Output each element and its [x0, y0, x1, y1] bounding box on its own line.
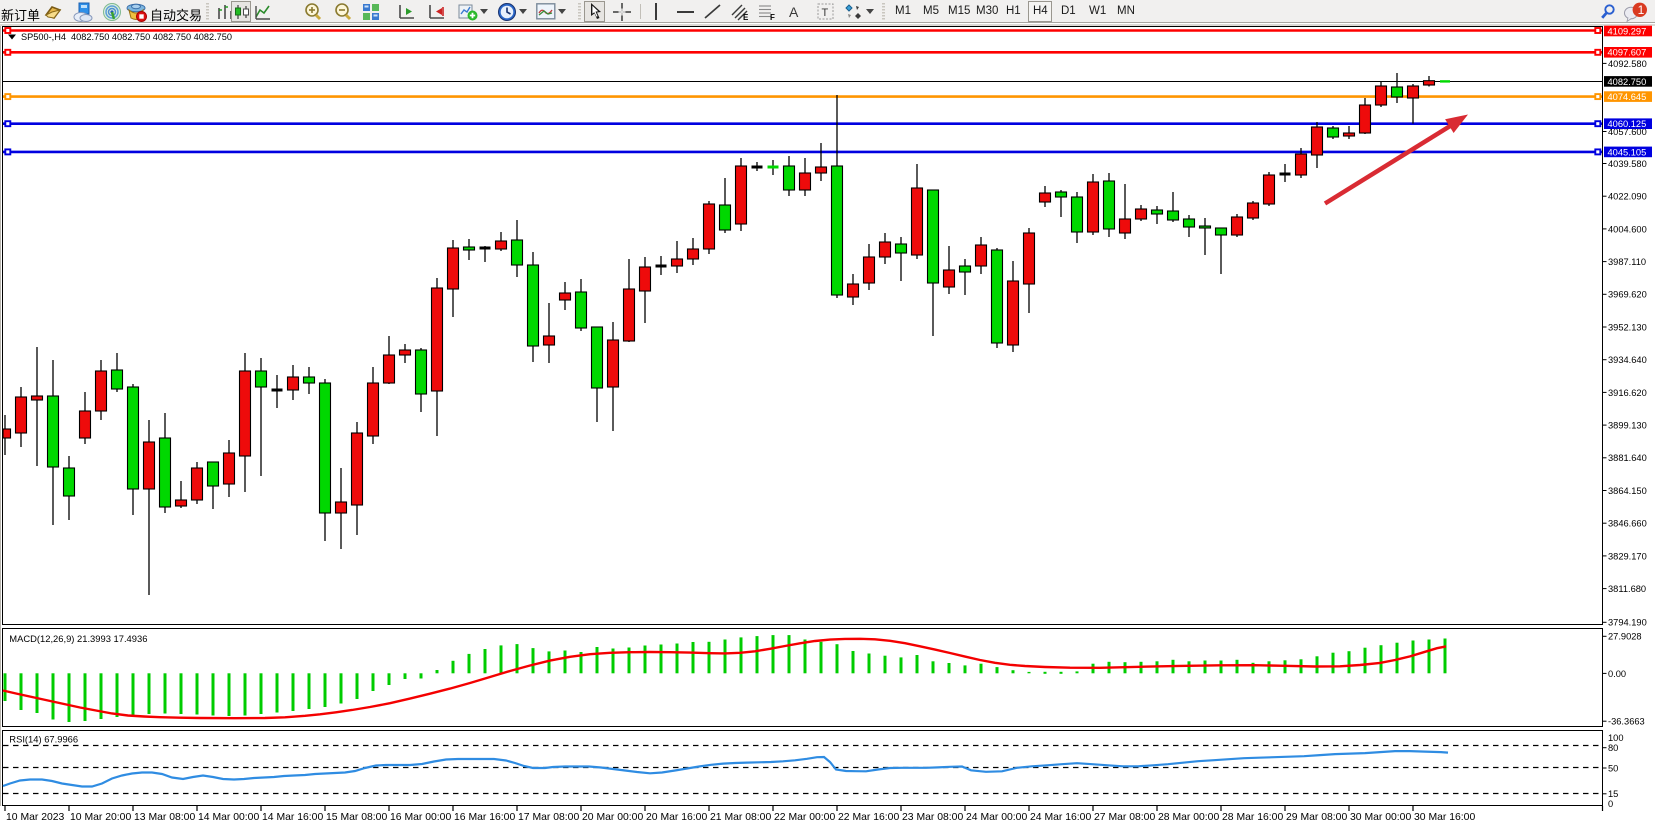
svg-text:27.9028: 27.9028: [1608, 632, 1642, 642]
svg-text:50: 50: [1608, 763, 1618, 773]
svg-text:3934.640: 3934.640: [1608, 355, 1647, 365]
svg-text:4097.607: 4097.607: [1608, 48, 1647, 58]
svg-text:10 Mar 20:00: 10 Mar 20:00: [70, 812, 131, 823]
svg-text:3829.170: 3829.170: [1608, 551, 1647, 561]
svg-text:24 Mar 00:00: 24 Mar 00:00: [966, 812, 1027, 823]
svg-text:4022.090: 4022.090: [1608, 192, 1647, 202]
svg-text:SP500-,H4 4082.750 4082.750 4: SP500-,H4 4082.750 4082.750 4082.750 408…: [21, 32, 232, 42]
svg-text:13 Mar 08:00: 13 Mar 08:00: [134, 812, 195, 823]
svg-text:16 Mar 00:00: 16 Mar 00:00: [390, 812, 451, 823]
svg-text:MACD(12,26,9) 21.3993 17.4936: MACD(12,26,9) 21.3993 17.4936: [9, 633, 147, 644]
svg-text:0.00: 0.00: [1608, 669, 1626, 679]
svg-text:-36.3663: -36.3663: [1608, 717, 1645, 727]
svg-text:T: T: [822, 7, 829, 19]
svg-text:22 Mar 16:00: 22 Mar 16:00: [838, 812, 899, 823]
svg-text:4092.580: 4092.580: [1608, 59, 1647, 69]
svg-text:4045.105: 4045.105: [1608, 147, 1647, 157]
svg-text:3987.110: 3987.110: [1608, 257, 1646, 267]
svg-text:3916.620: 3916.620: [1608, 388, 1647, 398]
svg-text:4039.580: 4039.580: [1608, 159, 1647, 169]
svg-text:10 Mar 2023: 10 Mar 2023: [6, 812, 65, 823]
svg-text:14 Mar 16:00: 14 Mar 16:00: [262, 812, 323, 823]
svg-text:4060.125: 4060.125: [1608, 119, 1647, 129]
svg-text:15: 15: [1608, 789, 1618, 799]
svg-text:27 Mar 08:00: 27 Mar 08:00: [1094, 812, 1155, 823]
svg-text:4109.297: 4109.297: [1608, 26, 1647, 36]
svg-text:RSI(14) 67.9966: RSI(14) 67.9966: [9, 734, 78, 745]
svg-text:3881.640: 3881.640: [1608, 453, 1647, 463]
svg-text:100: 100: [1608, 733, 1624, 743]
svg-text:28 Mar 16:00: 28 Mar 16:00: [1222, 812, 1283, 823]
svg-text:4074.645: 4074.645: [1608, 92, 1647, 102]
svg-text:3969.620: 3969.620: [1608, 290, 1647, 300]
svg-text:0: 0: [1608, 799, 1613, 809]
svg-text:15 Mar 08:00: 15 Mar 08:00: [326, 812, 387, 823]
svg-text:24 Mar 16:00: 24 Mar 16:00: [1030, 812, 1091, 823]
svg-text:1: 1: [1638, 3, 1645, 17]
svg-text:80: 80: [1608, 743, 1618, 753]
svg-text:21 Mar 08:00: 21 Mar 08:00: [710, 812, 771, 823]
svg-text:20 Mar 16:00: 20 Mar 16:00: [646, 812, 707, 823]
svg-text:14 Mar 00:00: 14 Mar 00:00: [198, 812, 259, 823]
svg-text:3864.150: 3864.150: [1608, 486, 1647, 496]
svg-text:23 Mar 08:00: 23 Mar 08:00: [902, 812, 963, 823]
svg-text:3952.130: 3952.130: [1608, 322, 1647, 332]
svg-text:3899.130: 3899.130: [1608, 421, 1647, 431]
svg-text:4057.600: 4057.600: [1608, 127, 1647, 137]
svg-text:29 Mar 08:00: 29 Mar 08:00: [1286, 812, 1347, 823]
svg-text:16 Mar 16:00: 16 Mar 16:00: [454, 812, 515, 823]
svg-text:17 Mar 08:00: 17 Mar 08:00: [518, 812, 579, 823]
svg-text:22 Mar 00:00: 22 Mar 00:00: [774, 812, 835, 823]
svg-text:F: F: [770, 13, 775, 21]
svg-text:4082.750: 4082.750: [1608, 77, 1647, 87]
svg-text:20 Mar 00:00: 20 Mar 00:00: [582, 812, 643, 823]
svg-text:28 Mar 00:00: 28 Mar 00:00: [1158, 812, 1219, 823]
svg-text:3811.680: 3811.680: [1608, 584, 1646, 594]
svg-text:3794.190: 3794.190: [1608, 618, 1647, 628]
svg-text:30 Mar 16:00: 30 Mar 16:00: [1414, 812, 1475, 823]
svg-text:30 Mar 00:00: 30 Mar 00:00: [1350, 812, 1411, 823]
svg-text:4004.600: 4004.600: [1608, 224, 1647, 234]
svg-text:E: E: [743, 13, 749, 21]
svg-text:3846.660: 3846.660: [1608, 519, 1647, 529]
